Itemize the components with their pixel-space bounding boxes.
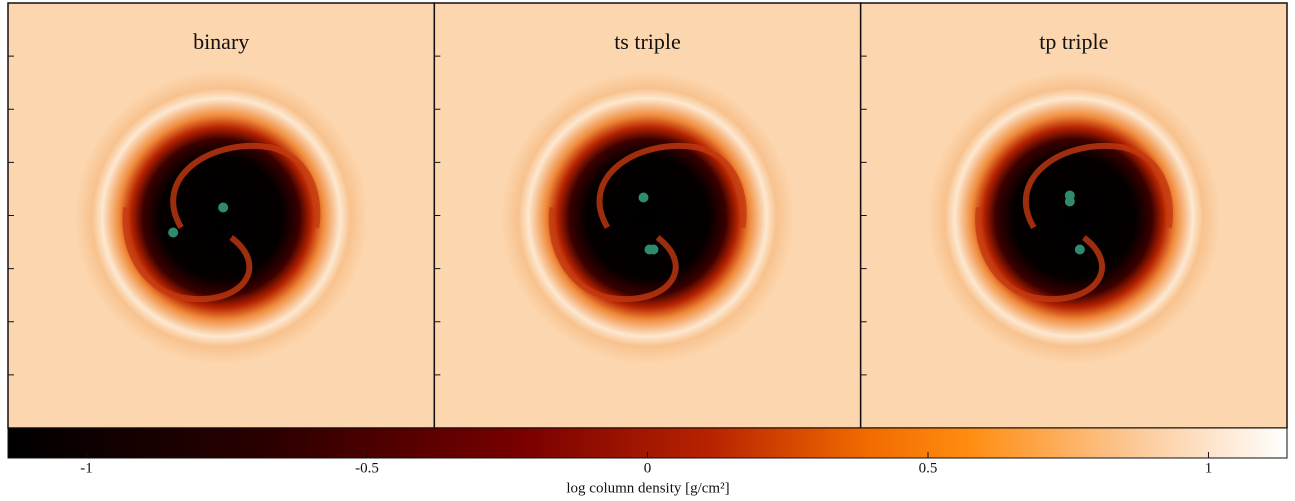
disk xyxy=(477,47,818,388)
sink-particle xyxy=(648,244,659,255)
panel-title: ts triple xyxy=(614,29,681,54)
sink-particle xyxy=(1074,244,1085,255)
panel-title: tp triple xyxy=(1039,29,1108,54)
spiral-arm xyxy=(122,207,253,302)
disk xyxy=(903,47,1244,388)
spiral-arm xyxy=(170,143,321,230)
sink-particle xyxy=(168,227,179,238)
spiral-arm xyxy=(596,143,747,230)
panel: tp triple xyxy=(859,2,1288,429)
panel: ts triple xyxy=(433,2,862,429)
colorbar-tick-label: -1 xyxy=(80,460,93,476)
disk xyxy=(51,47,392,388)
sink-particle xyxy=(638,192,649,203)
spiral-arm xyxy=(975,207,1106,302)
spiral-arm xyxy=(548,207,679,302)
spiral-arm xyxy=(1023,143,1173,230)
sink-particle xyxy=(218,202,229,213)
colorbar-tick-label: 1 xyxy=(1205,460,1213,476)
colorbar-tick-label: -0.5 xyxy=(355,460,379,476)
colorbar-tick-label: 0.5 xyxy=(919,460,938,476)
colorbar-ticks: -1 -0.5 0 0.5 1 xyxy=(80,452,1212,476)
colorbar-tick-label: 0 xyxy=(644,460,652,476)
panel: binary xyxy=(7,2,436,429)
sink-particle xyxy=(1064,196,1075,207)
panel-title: binary xyxy=(193,29,249,54)
colorbar-label: log column density [g/cm²] xyxy=(566,480,729,496)
panels: binary ts triple tp triple xyxy=(7,2,1288,429)
